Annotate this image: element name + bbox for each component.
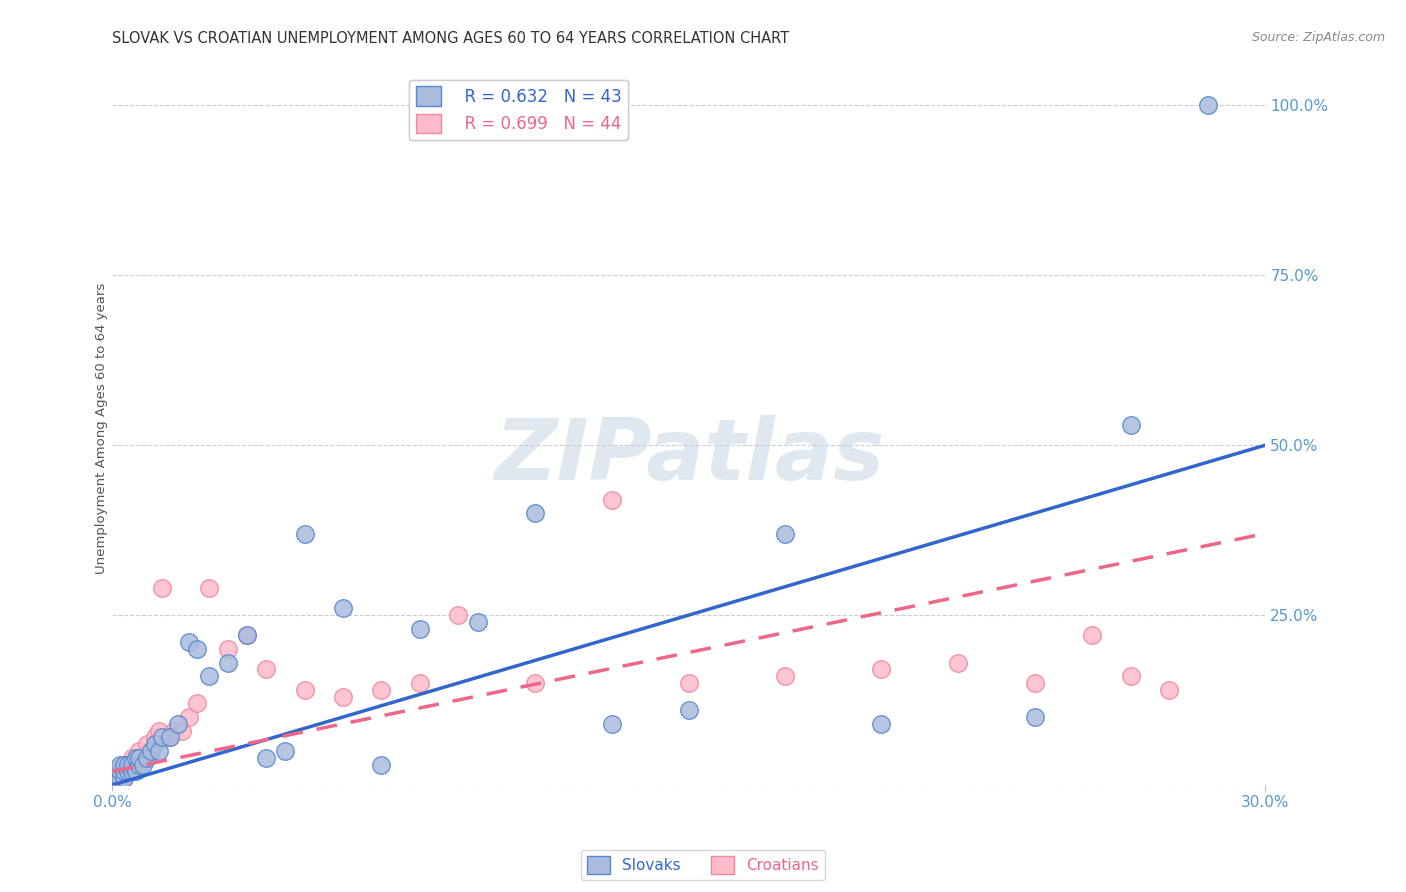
Point: [1159, 682, 1181, 697]
Point: [108, 764, 131, 779]
Point: [186, 642, 208, 657]
Point: [166, 716, 188, 731]
Point: [112, 757, 135, 772]
Point: [108, 771, 131, 785]
Point: [105, 771, 128, 785]
Point: [121, 757, 143, 772]
Point: [370, 682, 392, 697]
Point: [447, 608, 470, 623]
Point: [152, 581, 174, 595]
Point: [467, 615, 489, 629]
Point: [132, 751, 155, 765]
Point: [108, 764, 131, 779]
Point: [217, 642, 239, 657]
Point: [524, 506, 547, 520]
Point: [409, 622, 432, 636]
Point: [132, 757, 155, 772]
Point: [197, 669, 219, 683]
Y-axis label: Unemployment Among Ages 60 to 64 years: Unemployment Among Ages 60 to 64 years: [94, 283, 108, 574]
Point: [124, 751, 146, 765]
Point: [139, 744, 162, 758]
Point: [409, 676, 432, 690]
Point: [946, 656, 969, 670]
Point: [274, 744, 297, 758]
Point: [148, 723, 170, 738]
Point: [121, 751, 143, 765]
Point: [128, 757, 150, 772]
Point: [773, 526, 796, 541]
Point: [773, 669, 796, 683]
Point: [600, 492, 623, 507]
Point: [112, 757, 135, 772]
Point: [1024, 710, 1046, 724]
Point: [1119, 669, 1142, 683]
Legend: Slovaks, Croatians: Slovaks, Croatians: [581, 850, 825, 880]
Point: [143, 731, 166, 745]
Point: [1197, 98, 1219, 112]
Point: [524, 676, 547, 690]
Point: [370, 757, 392, 772]
Point: [112, 771, 135, 785]
Point: [105, 771, 128, 785]
Point: [136, 737, 159, 751]
Point: [678, 703, 700, 717]
Point: [254, 751, 277, 765]
Point: [143, 737, 166, 751]
Point: [128, 757, 150, 772]
Point: [148, 744, 170, 758]
Point: [332, 601, 354, 615]
Point: [332, 690, 354, 704]
Point: [152, 731, 174, 745]
Point: [179, 710, 201, 724]
Point: [1119, 417, 1142, 432]
Point: [678, 676, 700, 690]
Legend:   R = 0.632   N = 43,   R = 0.699   N = 44: R = 0.632 N = 43, R = 0.699 N = 44: [409, 79, 628, 140]
Point: [108, 757, 131, 772]
Point: [117, 757, 139, 772]
Point: [163, 723, 186, 738]
Point: [112, 764, 135, 779]
Point: [112, 764, 135, 779]
Point: [124, 757, 146, 772]
Point: [186, 697, 208, 711]
Point: [159, 731, 181, 745]
Point: [128, 744, 150, 758]
Point: [136, 751, 159, 765]
Point: [117, 757, 139, 772]
Point: [1081, 628, 1104, 642]
Point: [217, 656, 239, 670]
Point: [1024, 676, 1046, 690]
Point: [128, 751, 150, 765]
Point: [197, 581, 219, 595]
Point: [294, 526, 316, 541]
Point: [121, 764, 143, 779]
Point: [254, 662, 277, 676]
Point: [294, 682, 316, 697]
Point: [124, 764, 146, 779]
Point: [117, 764, 139, 779]
Point: [139, 744, 162, 758]
Point: [159, 731, 181, 745]
Point: [170, 723, 193, 738]
Point: [600, 716, 623, 731]
Point: [870, 662, 893, 676]
Point: [112, 771, 135, 785]
Text: ZIPatlas: ZIPatlas: [494, 415, 884, 499]
Point: [108, 771, 131, 785]
Point: [124, 751, 146, 765]
Text: Source: ZipAtlas.com: Source: ZipAtlas.com: [1251, 31, 1385, 45]
Point: [121, 764, 143, 779]
Text: SLOVAK VS CROATIAN UNEMPLOYMENT AMONG AGES 60 TO 64 YEARS CORRELATION CHART: SLOVAK VS CROATIAN UNEMPLOYMENT AMONG AG…: [112, 31, 790, 46]
Point: [236, 628, 259, 642]
Point: [179, 635, 201, 649]
Point: [117, 764, 139, 779]
Point: [236, 628, 259, 642]
Point: [870, 716, 893, 731]
